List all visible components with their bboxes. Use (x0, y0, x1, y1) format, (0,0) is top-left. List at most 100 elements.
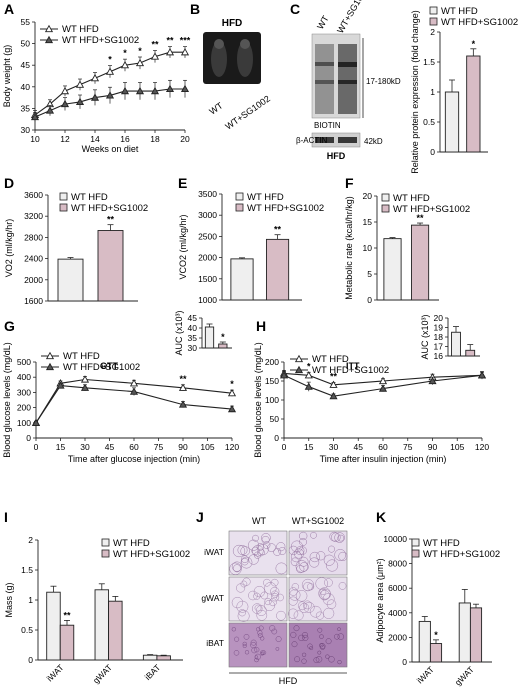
g-auc-bar-0 (204, 326, 215, 349)
blot-lane-sg: WT+SG1002 (335, 0, 370, 35)
d-chart: 1600 2000 2400 2800 3200 3600 VO2 (ml/kg/hr) **… (4, 190, 148, 306)
mouse-photo-panel: HFD WT WT+SG1002 (203, 18, 272, 132)
a-y-axis-label: Body weight (g) (2, 45, 12, 108)
h-auc-bar-1 (465, 349, 476, 357)
h-xtick-label-6: 90 (428, 442, 438, 452)
histology-cell (334, 633, 340, 640)
a-legend-label-wt: WT HFD (62, 24, 99, 35)
histology-cell (250, 639, 257, 646)
d-legend-swatch-sg (59, 203, 68, 212)
panel-label-i: I (4, 509, 8, 525)
a-legend-marker-sg (44, 35, 54, 44)
g-series-1-point-3 (129, 387, 139, 395)
h-x-axis-label: Time after insulin injection (min) (320, 454, 447, 464)
histology-cell (251, 546, 260, 555)
g-series-0-point-5 (227, 388, 237, 397)
a-ytick-label-0: 30 (21, 125, 31, 135)
histology-cell (252, 534, 259, 542)
histology-cell (234, 636, 240, 642)
histology-cell-texture (229, 531, 348, 665)
k-ytick-label-2: 4000 (388, 608, 407, 618)
histology-cell (243, 633, 250, 640)
histology-cell (291, 641, 298, 648)
a-ytick-label-3: 45 (21, 60, 31, 70)
h-series-1-point-1 (304, 382, 313, 390)
c-ytick-label-0: 0 (430, 147, 435, 157)
histology-cell (229, 562, 242, 575)
e-legend-label-sg: WT HFD+SG1002 (247, 203, 324, 214)
histology-cell (237, 610, 250, 622)
histology-cell (254, 647, 260, 653)
panel-label-e: E (178, 175, 187, 191)
f-bar-0 (383, 238, 402, 301)
g-xtick-label-8: 120 (225, 442, 239, 452)
histology-cell (338, 551, 348, 561)
k-ytick-label-5: 10000 (383, 534, 407, 544)
h-auc-ytick-label-4: 20 (434, 313, 444, 323)
k-category-label-0: iWAT (415, 664, 436, 685)
a-series-1-point-4 (90, 93, 100, 101)
histology-cell (309, 551, 320, 563)
histology-cell (275, 636, 282, 643)
histology-panel: WT WT+SG1002 iWAT gWAT iBAT HFD (201, 516, 348, 686)
c-legend-swatch-sg (429, 17, 438, 26)
e-ytick-label-2: 2000 (198, 253, 217, 263)
k-bar-1-0 (458, 602, 471, 663)
histology-cell (297, 601, 307, 611)
g-xtick-label-7: 105 (200, 442, 214, 452)
histology-cell (307, 643, 313, 649)
g-ytick-label-3: 300 (17, 387, 31, 397)
blot-footer: HFD (327, 151, 346, 161)
e-legend-label-wt: WT HFD (247, 192, 284, 203)
g-title: GTT (100, 361, 118, 371)
h-xtick-label-4: 60 (378, 442, 388, 452)
d-ytick-label-2: 2400 (24, 254, 43, 264)
histology-ibat-wt (228, 622, 288, 668)
panel-label-j: J (196, 509, 204, 525)
panel-label-d: D (4, 175, 14, 191)
histology-cell (337, 627, 341, 632)
d-ytick-label-4: 3200 (24, 211, 43, 221)
h-auc-y-axis-label: AUC (x10³) (420, 314, 430, 359)
histology-cell (233, 564, 241, 573)
histology-cell (254, 657, 259, 663)
e-ytick-label-4: 3000 (198, 210, 217, 220)
panel-label-f: F (345, 175, 354, 191)
histology-cell (293, 625, 300, 632)
a-series-0-point-5 (105, 67, 115, 75)
g-xtick-label-3: 45 (105, 442, 115, 452)
e-ytick-label-5: 3500 (198, 189, 217, 199)
a-legend-label-sg: WT HFD+SG1002 (62, 35, 139, 46)
i-bar-2-1 (156, 655, 171, 661)
histology-cell (231, 596, 244, 609)
g-series-0-point-4 (178, 383, 188, 391)
k-chart: 0 2000 4000 6000 8000 10000 Adipocyte area (μm… (375, 534, 500, 687)
i-legend-swatch-sg (101, 549, 110, 558)
histology-cell (268, 598, 277, 607)
d-ytick-label-1: 2000 (24, 275, 43, 285)
g-ytick-label-4: 400 (17, 372, 31, 382)
h-series-0-point-3 (378, 376, 388, 385)
blot-lane-wt: WT (315, 13, 331, 31)
g-legend-marker-wt (45, 351, 55, 360)
i-legend-swatch-wt (101, 538, 110, 547)
histology-cell (236, 600, 249, 613)
i-category-label-1: gWAT (91, 662, 114, 685)
i-bar-2-0 (142, 654, 158, 661)
g-auc-ytick-label-1: 35 (188, 333, 198, 343)
histology-cell (334, 532, 345, 543)
d-ytick-label-5: 3600 (24, 190, 43, 200)
mouse-wt-head (214, 39, 224, 49)
f-annotation-1: ** (417, 213, 425, 223)
h-legend-label-sg: WT HFD+SG1002 (312, 365, 389, 376)
histology-cell (275, 562, 288, 575)
f-ytick-label-3: 15 (363, 217, 373, 227)
histology-cell (299, 562, 309, 572)
histology-cell (242, 641, 247, 647)
h-series-1-point-5 (477, 371, 487, 379)
k-category-label-1: gWAT (453, 664, 476, 687)
f-ytick-label-0: 0 (367, 295, 372, 305)
photo-header: HFD (222, 18, 243, 29)
a-annotation-1: * (123, 48, 127, 58)
